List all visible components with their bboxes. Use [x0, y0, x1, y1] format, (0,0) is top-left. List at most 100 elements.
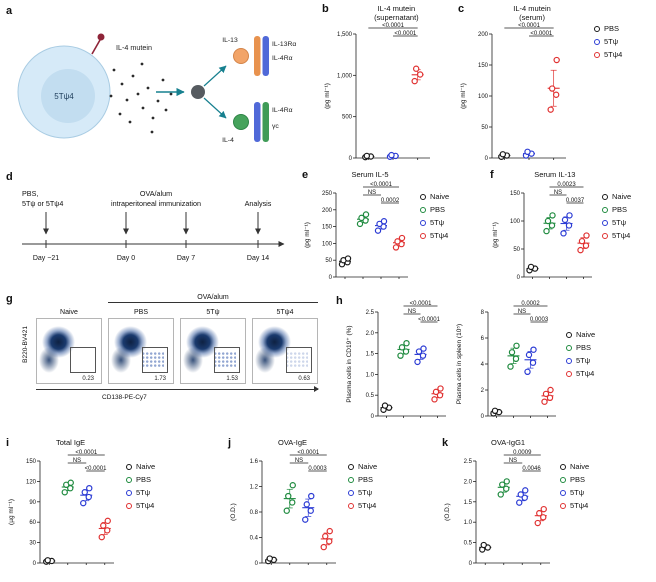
data-point — [480, 541, 487, 549]
panel-e-label: e — [302, 169, 309, 181]
y-tick-label: 0 — [371, 414, 375, 420]
data-point — [414, 358, 421, 366]
legend-label: Naive — [576, 330, 596, 339]
data-point — [521, 494, 528, 501]
y-tick-label: 250 — [322, 191, 333, 197]
y-tick-label: 200 — [478, 32, 489, 38]
y-tick-label: 0 — [329, 275, 333, 281]
plasma-cell-gate — [214, 347, 240, 373]
y-tick-label: 1.0 — [464, 520, 473, 526]
data-point — [516, 499, 523, 506]
y-axis-label: Plasma cells in CD19⁺ (%) — [346, 325, 353, 402]
flow-plot-5tpsi: 5Tψ 1.53 — [180, 307, 246, 384]
panel-g: g OVA/alum B220-BV421 Naive 0.23 PBS — [6, 294, 336, 426]
panel-b: b IL-4 mutein (supernatant) 0 500 1,000 1,5… — [322, 4, 454, 173]
data-point — [546, 394, 554, 402]
data-point — [419, 352, 427, 359]
legend-marker-icon — [348, 476, 354, 483]
data-point — [326, 538, 333, 545]
data-point — [326, 527, 333, 535]
y-tick-label: 2.5 — [464, 459, 473, 465]
data-point — [497, 491, 504, 498]
il4ra-chain-bottom — [254, 102, 261, 142]
legend-marker-icon — [126, 476, 132, 483]
data-point — [583, 232, 590, 239]
data-point — [517, 491, 524, 498]
data-point — [566, 212, 573, 219]
y-tick-label: 0.8 — [250, 510, 259, 516]
data-point — [432, 388, 440, 396]
data-point — [552, 91, 560, 98]
data-point — [398, 234, 406, 242]
panel-j: j OVA-IgE 0 0.4 0.8 1.2 1.6 (O.D.) <0.0001 NS 0.… — [228, 438, 344, 578]
data-point — [266, 555, 273, 562]
y-tick-label: 150 — [26, 459, 37, 465]
legend-item: 5Tψ4 — [126, 501, 155, 510]
panel-i-title: Total IgE — [55, 438, 86, 447]
data-point — [530, 346, 537, 353]
legend-label: PBS — [604, 24, 620, 33]
data-point — [544, 217, 552, 225]
data-point — [320, 543, 327, 551]
legend-item: 5Tψ — [420, 218, 449, 227]
legend-item: Naive — [420, 192, 449, 201]
sig-label: <0.0001 — [394, 31, 417, 37]
y-tick-label: 150 — [322, 225, 333, 231]
data-point — [499, 481, 506, 488]
legend-marker-icon — [566, 344, 572, 351]
data-point — [527, 263, 535, 271]
data-point — [81, 489, 88, 496]
sig-label: NS — [518, 309, 526, 315]
panel-h-chart1: 0 0.5 1.0 1.5 2.0 2.5 Plasma cells in CD19⁺ (%… — [344, 300, 450, 431]
data-point — [503, 478, 510, 485]
legend-marker-icon — [566, 357, 572, 364]
data-point — [507, 363, 514, 370]
data-point — [431, 396, 438, 403]
legend-marker-icon — [420, 219, 426, 226]
data-point — [397, 352, 404, 359]
y-tick-label: 0 — [33, 561, 37, 567]
y-tick-label: 50 — [481, 125, 488, 131]
chart-f: 0 50 100 150 (pg ml⁻¹) 0.0023 NS 0.0037 — [492, 182, 592, 281]
flow-title-5tpsi: 5Tψ — [206, 309, 220, 316]
legend-h: Naive PBS 5Tψ 5Tψ4 — [566, 330, 595, 378]
legend-label: 5Tψ4 — [358, 501, 377, 510]
panel-k-label: k — [442, 437, 449, 449]
legend-item: 5Tψ — [602, 218, 631, 227]
sig-label: 0.0037 — [566, 198, 585, 204]
y-tick-label: 500 — [342, 115, 353, 121]
data-point — [437, 385, 444, 392]
data-point — [561, 216, 569, 224]
panel-c-title-line1: IL-4 mutein — [513, 4, 551, 13]
data-point — [85, 493, 92, 501]
data-point — [86, 485, 93, 492]
data-point — [374, 227, 382, 234]
legend-label: 5Tψ4 — [570, 501, 589, 510]
y-axis-label: (O.D.) — [230, 503, 237, 521]
legend-marker-icon — [602, 232, 608, 239]
sig-label: 0.0003 — [530, 317, 549, 323]
y-tick-label: 0.5 — [366, 393, 375, 399]
panel-d: d PBS, 5Tψ or 5Tψ4 OVA/alum intraperiton… — [6, 172, 300, 288]
day-label-1: Day 0 — [117, 255, 135, 262]
y-tick-label: 1.0 — [366, 372, 375, 378]
legend-label: PBS — [136, 475, 152, 484]
data-point — [491, 407, 499, 415]
panel-e-title: Serum IL-5 — [351, 170, 389, 179]
legend-marker-icon — [126, 489, 132, 496]
gated-cells-cloud — [142, 352, 164, 368]
legend-marker-icon — [560, 476, 566, 483]
y-tick-label: 0 — [349, 156, 353, 162]
flow-x-axis-label: CD138-PE-Cy7 — [102, 394, 147, 401]
legend-item: 5Tψ — [126, 488, 155, 497]
data-point — [412, 65, 420, 72]
panel-i-label: i — [6, 437, 10, 449]
data-point — [548, 222, 556, 229]
flow-plot-pbs: PBS 1.73 — [108, 307, 174, 384]
plasma-cell-gate — [142, 347, 168, 373]
data-point — [522, 487, 529, 494]
data-point — [560, 230, 567, 237]
chart-e: 0 50 100 150 200 250 (pg ml⁻¹) <0.0001 NS 0.0002 — [304, 182, 408, 281]
data-point — [307, 507, 314, 514]
y-tick-label: 8 — [481, 310, 485, 316]
